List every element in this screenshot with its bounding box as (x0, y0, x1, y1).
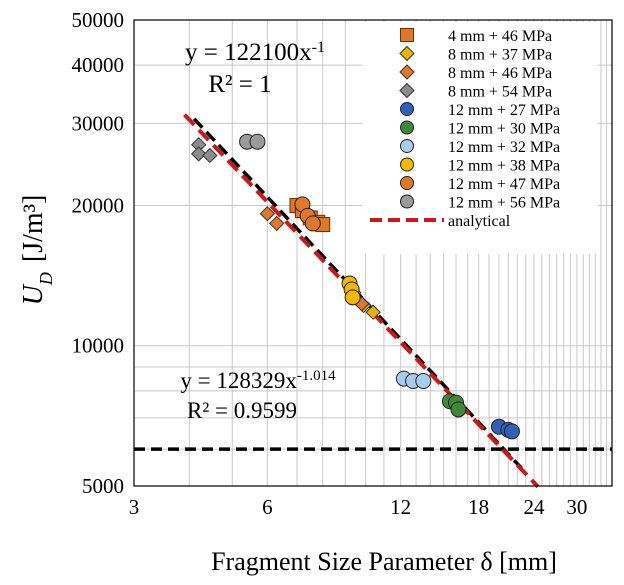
y-axis-label-unit: [J/m³] (18, 195, 49, 263)
x-tick-label: 24 (524, 495, 546, 519)
x-tick-label: 3 (129, 495, 140, 519)
legend-label: 12 mm + 32 MPa (448, 139, 560, 156)
y-tick-label: 5000 (82, 474, 124, 498)
data-point (259, 205, 276, 222)
x-tick-label: 6 (262, 495, 273, 519)
legend-marker (400, 157, 414, 172)
legend-background (362, 22, 598, 254)
legend-marker (400, 194, 414, 209)
y-axis-label-symbol: U (18, 283, 49, 305)
fit-r2: R² = 0.9599 (187, 398, 297, 423)
data-point (191, 146, 207, 162)
x-tick-label: 18 (468, 495, 489, 519)
analytical-equation-exponent: -1 (312, 39, 325, 56)
x-tick-labels: 3 6 12 18 24 30 (129, 495, 588, 519)
legend-label: 8 mm + 37 MPa (448, 47, 552, 64)
y-tick-labels: 5000 10000 20000 30000 40000 50000 (72, 8, 125, 498)
x-tick-label: 30 (566, 495, 587, 519)
analytical-equation: y = 122100x-1 (185, 39, 325, 67)
y-tick-label: 10000 (72, 334, 125, 358)
legend-marker (400, 139, 414, 153)
x-tick-label: 12 (390, 495, 411, 519)
fit-equation: y = 128329x-1.014 (180, 368, 336, 393)
legend-label: 8 mm + 46 MPa (448, 65, 552, 82)
data-point (269, 215, 285, 232)
y-axis-label: UD [J/m³] (18, 195, 56, 306)
legend-marker (399, 82, 415, 99)
y-tick-label: 30000 (72, 111, 125, 135)
data-point (503, 423, 520, 440)
legend-label: 12 mm + 47 MPa (448, 176, 560, 193)
y-axis-label-subscript: D (36, 272, 56, 286)
legend-marker (399, 45, 415, 62)
data-point (304, 215, 321, 232)
data-point (365, 304, 381, 320)
data-point (344, 289, 361, 306)
x-axis-label: Fragment Size Parameter δ [mm] (211, 547, 557, 576)
y-tick-label: 50000 (72, 8, 125, 32)
fit-equation-exponent: -1.014 (297, 368, 336, 384)
plot-frame (133, 19, 613, 487)
data-points (191, 133, 520, 440)
y-tick-label: 40000 (72, 53, 125, 77)
data-point (202, 147, 218, 164)
y-tick-label: 20000 (72, 193, 125, 217)
legend-marker (400, 176, 414, 190)
data-point (450, 401, 467, 418)
legend-marker (399, 64, 415, 80)
legend-label: analytical (448, 213, 511, 230)
legend-label: 12 mm + 38 MPa (448, 158, 560, 175)
legend-label: 4 mm + 46 MPa (448, 28, 552, 45)
legend-label: 12 mm + 27 MPa (448, 102, 560, 119)
analytical-r2: R² = 1 (208, 71, 271, 98)
legend-label: 12 mm + 30 MPa (448, 121, 560, 138)
legend-label: 8 mm + 54 MPa (448, 84, 552, 101)
legend-label: 12 mm + 56 MPa (448, 195, 560, 212)
legend-marker (400, 102, 414, 116)
legend-marker (400, 120, 414, 135)
legend-marker (400, 28, 414, 42)
data-point (415, 373, 432, 390)
data-point (249, 133, 266, 150)
